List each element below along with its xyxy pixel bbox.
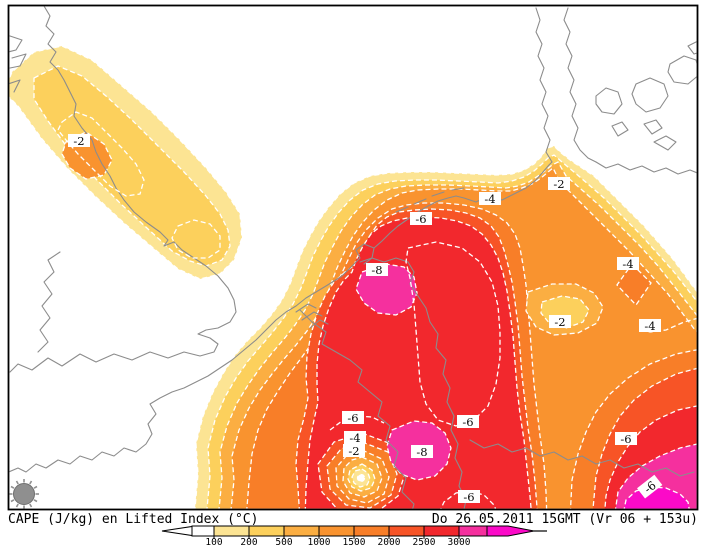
coast-wales xyxy=(37,251,61,353)
coast-small-islands xyxy=(611,119,677,151)
colorbar-tick-label: 2500 xyxy=(413,537,436,546)
coast-jutland-east xyxy=(563,7,597,163)
contour-label: -6 xyxy=(410,212,432,226)
svg-text:-6: -6 xyxy=(463,490,474,504)
colorbar-tick-label: 1000 xyxy=(308,537,331,546)
border-alps-region xyxy=(469,439,695,477)
colorbar-tick-label: 100 xyxy=(205,537,222,546)
map-valid-time: Do 26.05.2011 15GMT (Vr 06 + 153u) xyxy=(432,512,698,527)
svg-text:-4: -4 xyxy=(349,431,360,445)
svg-text:-6: -6 xyxy=(620,432,631,446)
coast-baltic xyxy=(595,161,697,175)
provider-sun-icon xyxy=(9,479,39,509)
svg-text:-6: -6 xyxy=(462,415,473,429)
svg-text:-2: -2 xyxy=(348,444,359,458)
contour-label: -4 xyxy=(617,257,639,271)
contour-label: -6 xyxy=(458,490,480,504)
contour-label: -6 xyxy=(342,411,364,425)
border-be-fr-de xyxy=(299,309,415,509)
coast-great-britain xyxy=(9,6,237,373)
svg-text:-4: -4 xyxy=(484,192,495,206)
svg-text:-2: -2 xyxy=(553,177,564,191)
contour-label: -2 xyxy=(343,444,365,458)
coast-france-benelux xyxy=(9,243,375,473)
contour-label: -6 xyxy=(637,474,663,499)
colorbar-tick-label: 200 xyxy=(240,537,257,546)
colorbar-tick-label: 1500 xyxy=(343,537,366,546)
contour-label: -8 xyxy=(411,445,433,459)
contour-label: -2 xyxy=(549,315,571,329)
svg-text:-2: -2 xyxy=(73,134,84,148)
coast-funen xyxy=(595,87,623,115)
cape-colorbar: 100 200 500 1000 1500 2000 2500 3000 xyxy=(161,525,547,546)
coast-zealand xyxy=(631,77,669,113)
svg-text:-4: -4 xyxy=(622,257,633,271)
coast-netherlands-germany xyxy=(373,161,553,249)
contour-label: -2 xyxy=(548,177,570,191)
svg-text:-4: -4 xyxy=(644,319,655,333)
svg-text:-6: -6 xyxy=(415,212,426,226)
svg-text:-6: -6 xyxy=(347,411,358,425)
colorbar-tick-label: 2000 xyxy=(378,537,401,546)
svg-text:-8: -8 xyxy=(416,445,427,459)
coast-frisian-islands xyxy=(395,187,465,213)
cape-fill-regions xyxy=(9,45,697,509)
contour-label: -2 xyxy=(68,134,90,148)
colorbar-tick-labels: 100 200 500 1000 1500 2000 2500 3000 xyxy=(205,537,470,546)
coast-jutland-west xyxy=(535,7,553,163)
svg-text:-8: -8 xyxy=(371,263,382,277)
map-product-title: CAPE (J/kg) en Lifted Index (°C) xyxy=(8,512,258,527)
colorbar-high-arrow xyxy=(486,525,535,537)
contour-label: -4 xyxy=(344,431,366,445)
colorbar-low-arrow xyxy=(161,525,193,537)
coast-zeeland-islands xyxy=(295,303,329,329)
coast-scotland-firths xyxy=(9,35,27,93)
colorbar-tick-label: 500 xyxy=(275,537,292,546)
contour-label: -6 xyxy=(457,415,479,429)
coastlines xyxy=(9,6,697,509)
contour-label: -8 xyxy=(366,263,388,277)
contour-label: -4 xyxy=(639,319,661,333)
svg-text:-2: -2 xyxy=(554,315,565,329)
contour-labels: -2 -8 -6 -4 -2 -4 -2 -4 -6 -4 -2 -8 -6 -… xyxy=(68,134,663,504)
colorbar-tick-label: 3000 xyxy=(448,537,471,546)
contour-label: -6 xyxy=(615,432,637,446)
coast-sweden xyxy=(667,41,697,85)
contour-label: -4 xyxy=(479,192,501,206)
